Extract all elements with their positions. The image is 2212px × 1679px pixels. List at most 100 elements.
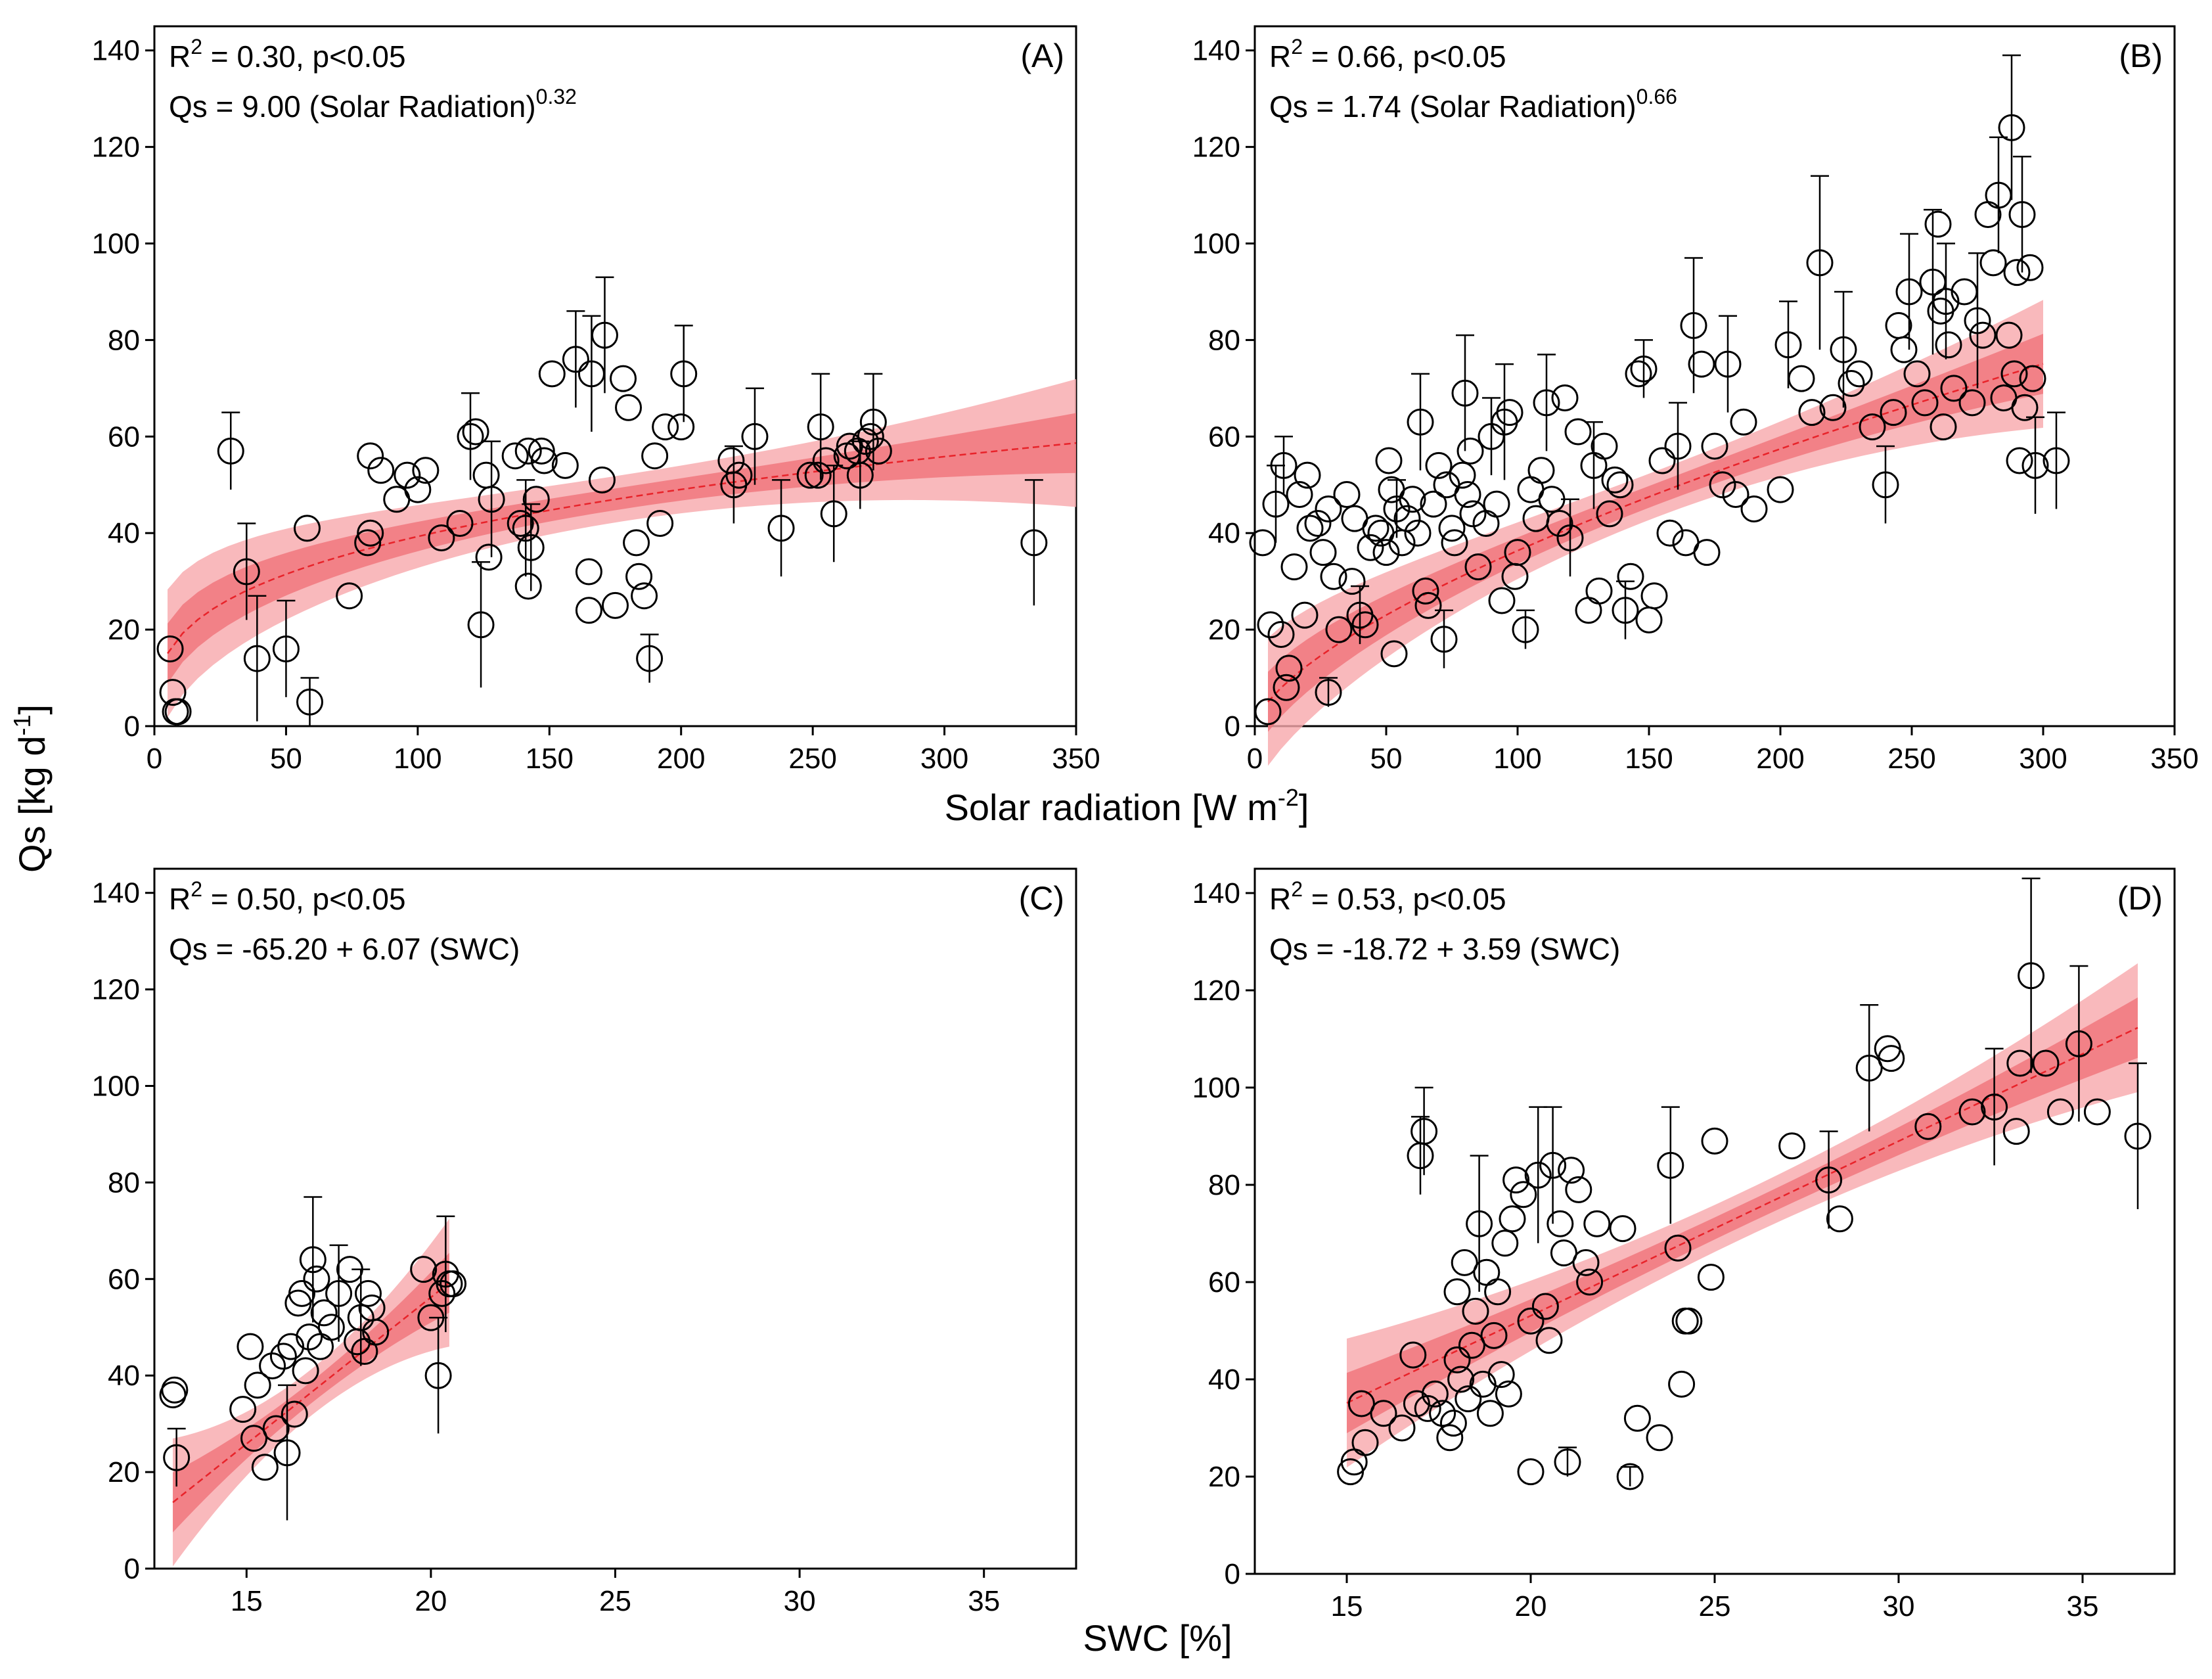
data-point — [1951, 278, 1978, 306]
y-tick-label: 120 — [92, 974, 140, 1006]
data-point — [1414, 1394, 1441, 1422]
data-point — [1517, 1458, 1545, 1486]
confidence-band-inner — [1347, 997, 2138, 1433]
data-point — [807, 413, 834, 441]
y-tick-label: 80 — [1208, 324, 1240, 356]
data-point — [1517, 1307, 1545, 1335]
data-point — [394, 461, 421, 489]
data-point — [1488, 587, 1516, 614]
data-point — [846, 461, 874, 489]
data-point — [1572, 1249, 1600, 1276]
y-tick-label: 120 — [92, 131, 140, 164]
data-point — [562, 346, 589, 373]
data-point — [1338, 568, 1366, 595]
data-point — [467, 611, 495, 639]
data-point — [1473, 1258, 1501, 1286]
data-point — [1280, 553, 1308, 581]
x-tick-label: 20 — [415, 1585, 447, 1617]
data-point — [1845, 360, 1873, 388]
y-tick-label: 20 — [1208, 614, 1240, 646]
data-point — [625, 563, 653, 590]
data-point — [615, 394, 643, 421]
data-point — [1606, 471, 1634, 499]
data-point — [472, 461, 500, 489]
x-tick-label: 300 — [920, 743, 968, 775]
data-point — [602, 591, 629, 619]
data-point — [1927, 297, 1954, 325]
data-point — [1487, 1361, 1515, 1389]
data-point — [859, 408, 887, 436]
data-point — [1701, 1127, 1728, 1155]
y-tick-label: 40 — [108, 1360, 140, 1392]
data-point — [1767, 476, 1794, 503]
y-tick-label: 0 — [1225, 710, 1240, 743]
data-point — [1798, 399, 1826, 426]
x-tick-label: 200 — [657, 743, 705, 775]
data-point — [2032, 1049, 2060, 1077]
panel-b: 0 20 40 60 80 100 120 140 0 50 100 150 200 250 300 350 R… — [1192, 25, 2199, 775]
x-tick-label: 300 — [2019, 743, 2067, 775]
y-tick-label: 0 — [1225, 1558, 1240, 1590]
regression-fit-line — [172, 1281, 450, 1504]
data-point — [610, 365, 637, 392]
x-tick-label: 350 — [2150, 743, 2198, 775]
data-point — [1531, 1293, 1559, 1320]
data-point — [272, 635, 300, 662]
data-point — [1911, 389, 1939, 417]
data-point — [2018, 962, 2045, 990]
data-point — [296, 1323, 323, 1350]
data-point — [1535, 1327, 1563, 1354]
data-point — [1591, 432, 1618, 460]
data-point — [2011, 394, 2039, 421]
data-point — [277, 1333, 305, 1360]
data-point — [1383, 495, 1411, 522]
data-point — [1456, 437, 1484, 465]
data-point — [1601, 466, 1629, 494]
data-point — [1502, 1166, 1530, 1194]
data-point — [1635, 606, 1663, 633]
data-point — [367, 457, 395, 484]
data-point — [1815, 1166, 1843, 1194]
data-point — [1347, 1390, 1375, 1417]
data-point — [1296, 515, 1324, 542]
data-point — [2016, 254, 2044, 281]
data-point — [262, 1415, 290, 1442]
data-point — [1496, 399, 1524, 426]
data-point — [1558, 1157, 1585, 1184]
data-point — [1664, 1234, 1692, 1262]
y-axis-title: Qs [kg d-1] — [9, 704, 53, 873]
data-point — [1480, 1322, 1508, 1349]
data-point — [1958, 1098, 1986, 1126]
data-point — [1722, 480, 1749, 508]
data-point — [1556, 524, 1584, 552]
data-point — [1254, 698, 1282, 725]
data-point — [1357, 534, 1384, 561]
data-point — [1964, 307, 1991, 334]
data-point — [1675, 1307, 1703, 1335]
data-point — [1499, 1205, 1526, 1233]
data-point — [631, 582, 658, 610]
data-point — [1617, 563, 1644, 590]
confidence-band-inner — [1268, 334, 2043, 732]
data-point — [1919, 268, 1947, 296]
regression-fit-line — [1267, 363, 2044, 702]
panel-a: 0 20 40 60 80 100 120 140 0 50 100 150 200 250 300 350 R… — [92, 25, 1100, 775]
data-point — [428, 524, 455, 552]
data-point — [1826, 1205, 1853, 1233]
data-point — [1819, 394, 1847, 421]
data-point — [1469, 1370, 1497, 1398]
y-tick-label: 140 — [92, 35, 140, 67]
y-tick-label: 120 — [1192, 975, 1240, 1007]
y-tick-label: 100 — [92, 228, 140, 260]
data-point — [741, 423, 769, 450]
r-squared-annotation: R2 = 0.66, p<0.05 — [1269, 35, 1506, 74]
data-point — [2019, 365, 2046, 392]
y-tick-label: 0 — [124, 1553, 140, 1585]
data-point — [159, 679, 187, 706]
data-point — [1830, 336, 1857, 363]
data-point — [1657, 1151, 1684, 1179]
data-point — [404, 476, 432, 503]
x-tick-label: 100 — [394, 743, 441, 775]
data-point — [233, 558, 260, 586]
data-point — [1546, 510, 1573, 538]
